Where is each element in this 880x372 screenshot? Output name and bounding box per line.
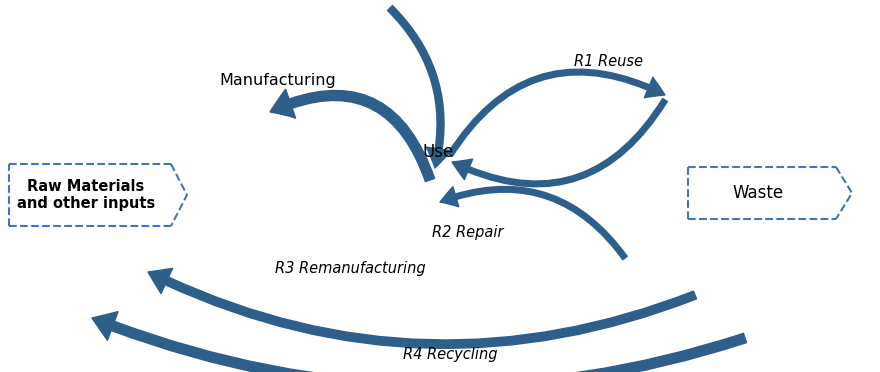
FancyArrowPatch shape [387,6,451,168]
Text: R1 Reuse: R1 Reuse [574,55,642,70]
Text: Raw Materials
and other inputs: Raw Materials and other inputs [17,179,155,211]
Text: Use: Use [422,143,453,161]
FancyArrowPatch shape [270,89,435,182]
Text: R3 Remanufacturing: R3 Remanufacturing [275,260,425,276]
FancyArrowPatch shape [92,312,746,372]
Text: Manufacturing: Manufacturing [220,73,336,87]
FancyArrowPatch shape [452,99,667,187]
Text: Waste: Waste [732,184,783,202]
Text: R2 Repair: R2 Repair [432,225,503,241]
Text: R4 Recycling: R4 Recycling [403,346,497,362]
FancyArrowPatch shape [440,186,627,260]
FancyArrowPatch shape [148,268,696,349]
FancyArrowPatch shape [448,69,665,157]
